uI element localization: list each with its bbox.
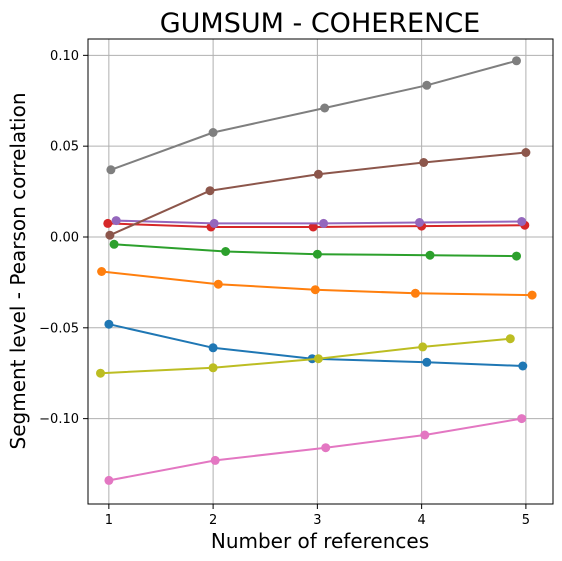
x-tick-label: 1 bbox=[105, 513, 113, 528]
data-point bbox=[313, 354, 323, 364]
y-axis-ticks: −0.10 −0.05 0.00 0.05 0.10 bbox=[39, 49, 88, 427]
series-5 bbox=[111, 216, 527, 228]
data-point bbox=[419, 158, 429, 167]
data-point bbox=[312, 249, 322, 259]
data-point bbox=[319, 218, 329, 228]
x-tick-label: 4 bbox=[417, 513, 425, 528]
data-point bbox=[321, 443, 331, 453]
data-point bbox=[208, 128, 218, 137]
y-tick-label: 0.10 bbox=[50, 49, 79, 64]
series-9 bbox=[96, 334, 515, 378]
data-point bbox=[518, 361, 528, 371]
data-point bbox=[410, 288, 420, 298]
y-tick-label: −0.10 bbox=[39, 412, 79, 427]
data-point bbox=[527, 290, 537, 300]
data-point bbox=[422, 80, 432, 90]
data-point bbox=[104, 475, 114, 485]
data-point bbox=[221, 247, 231, 256]
data-point bbox=[104, 319, 114, 329]
series-2 bbox=[97, 267, 537, 300]
plot-frame bbox=[87, 38, 554, 505]
data-point bbox=[310, 285, 320, 295]
data-point bbox=[109, 239, 119, 249]
data-point bbox=[103, 218, 113, 228]
x-axis-ticks: 1 2 3 4 5 bbox=[105, 504, 530, 528]
series-8 bbox=[106, 56, 521, 175]
data-point bbox=[210, 455, 220, 465]
chart-title: GUMSUM - COHERENCE bbox=[160, 8, 480, 39]
data-point bbox=[313, 169, 323, 179]
y-axis-title: Segment level - Pearson correlation bbox=[6, 93, 30, 450]
grid-lines bbox=[88, 39, 553, 504]
data-point bbox=[111, 216, 121, 226]
y-tick-label: 0.00 bbox=[50, 230, 79, 245]
data-point bbox=[521, 148, 531, 157]
data-point bbox=[320, 103, 330, 113]
data-point bbox=[517, 414, 527, 424]
x-axis-title: Number of references bbox=[211, 529, 429, 553]
data-point bbox=[213, 279, 223, 289]
data-point bbox=[106, 165, 116, 175]
data-point bbox=[209, 218, 219, 228]
x-tick-label: 3 bbox=[313, 513, 321, 528]
data-point bbox=[96, 368, 105, 378]
series-3 bbox=[109, 239, 521, 261]
data-point bbox=[422, 357, 432, 367]
data-point bbox=[415, 218, 424, 227]
y-tick-label: −0.05 bbox=[39, 321, 79, 336]
data-point bbox=[512, 251, 521, 261]
data-point bbox=[505, 334, 515, 344]
data-point bbox=[420, 430, 430, 440]
data-point bbox=[512, 56, 521, 66]
series-7 bbox=[104, 414, 527, 485]
series-layer bbox=[96, 56, 537, 485]
data-point bbox=[105, 230, 115, 240]
x-tick-label: 2 bbox=[209, 513, 217, 528]
data-point bbox=[208, 343, 218, 353]
data-point bbox=[308, 222, 318, 232]
data-point bbox=[205, 186, 215, 196]
x-tick-label: 5 bbox=[522, 513, 530, 528]
data-point bbox=[97, 267, 107, 276]
data-point bbox=[517, 217, 527, 226]
series-6 bbox=[105, 148, 531, 240]
data-point bbox=[418, 342, 428, 352]
y-tick-label: 0.05 bbox=[50, 140, 79, 155]
data-point bbox=[425, 250, 435, 260]
series-4 bbox=[103, 218, 530, 232]
data-point bbox=[208, 363, 218, 373]
